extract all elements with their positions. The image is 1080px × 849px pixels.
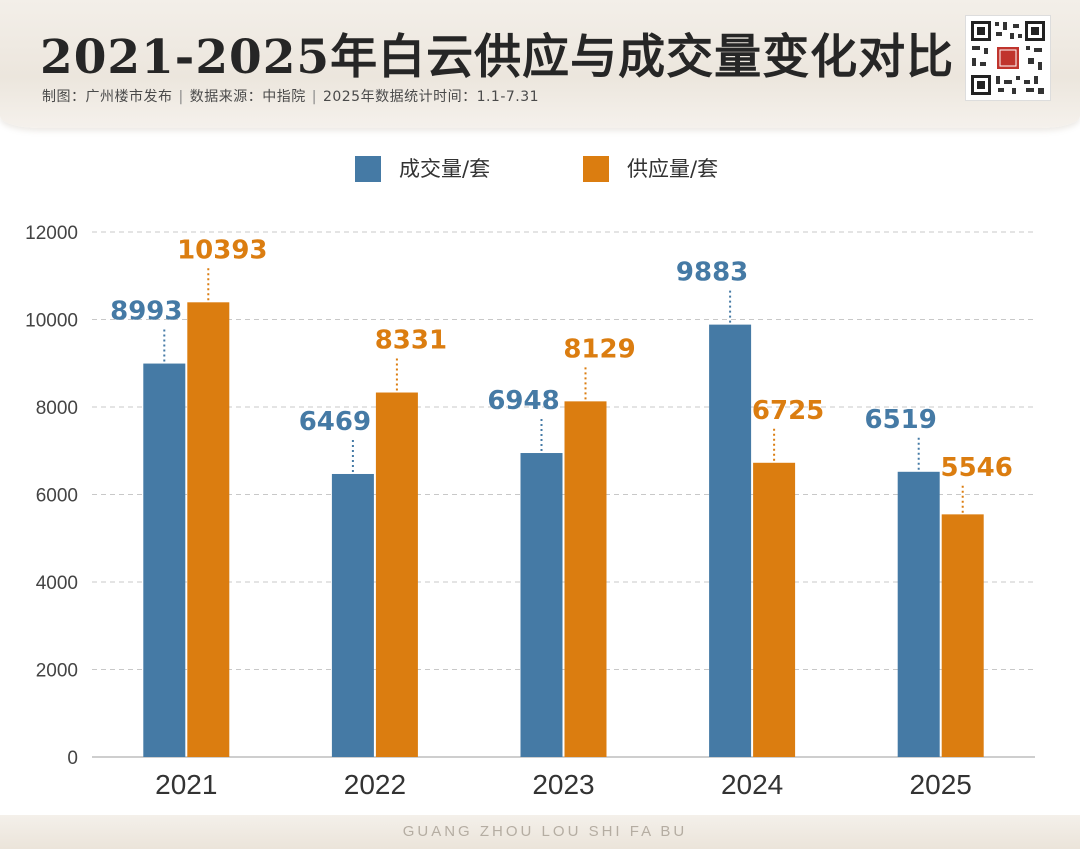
x-tick-label: 2021 [155, 769, 217, 800]
y-tick-label: 12000 [25, 223, 78, 244]
bar-chart: 成交量/套 供应量/套 0 2000 4000 6000 8000 10000 12000 8… [25, 156, 1035, 800]
x-tick-label: 2025 [910, 769, 972, 800]
subtitle-separator: | [311, 89, 317, 105]
legend-swatch [355, 156, 381, 182]
data-label-deal: 6469 [299, 407, 371, 437]
x-axis: 2021 2022 2023 2024 2025 [155, 769, 972, 800]
y-tick-label: 2000 [36, 661, 78, 682]
legend-label: 成交量/套 [399, 157, 490, 181]
bar-deal [143, 363, 186, 757]
data-label-deal: 8993 [110, 297, 182, 327]
legend: 成交量/套 供应量/套 [355, 156, 718, 182]
y-tick-label: 6000 [36, 486, 78, 507]
footer-text: GUANG ZHOU LOU SHI FA BU [402, 823, 688, 840]
subtitle-maker: 制图：广州楼市发布 [42, 89, 173, 105]
legend-label: 供应量/套 [627, 157, 718, 181]
page-title: 2021-2025年白云供应与成交量变化对比 [40, 30, 955, 85]
bars [143, 302, 984, 757]
bar-supply [564, 401, 607, 757]
y-tick-label: 10000 [25, 311, 78, 332]
subtitle-period: 2025年数据统计时间：1.1-7.31 [322, 89, 540, 105]
bar-deal [520, 453, 563, 757]
data-label-supply: 10393 [177, 235, 267, 265]
bar-supply [187, 302, 230, 757]
subtitle-separator: | [178, 89, 184, 105]
data-label-supply: 5546 [941, 453, 1013, 483]
data-label-deal: 9883 [676, 258, 748, 288]
y-axis: 0 2000 4000 6000 8000 10000 12000 [25, 223, 78, 769]
subtitle-source: 数据来源：中指院 [189, 89, 306, 105]
x-tick-label: 2023 [532, 769, 594, 800]
qr-code-icon [966, 16, 1050, 100]
x-tick-label: 2022 [344, 769, 406, 800]
y-tick-label: 4000 [36, 573, 78, 594]
footer: GUANG ZHOU LOU SHI FA BU [0, 815, 1080, 849]
bar-deal [897, 471, 940, 757]
data-label-deal: 6948 [487, 386, 559, 416]
subtitle: 制图：广州楼市发布 | 数据来源：中指院 | 2025年数据统计时间：1.1-7.31 [42, 86, 539, 106]
bar-deal [709, 324, 752, 757]
bar-supply [941, 514, 984, 757]
bar-supply [375, 392, 418, 757]
data-label-deal: 6519 [865, 405, 937, 435]
header-banner: 2021-2025年白云供应与成交量变化对比 制图：广州楼市发布 | 数据来源：中指… [0, 0, 1080, 128]
y-tick-label: 0 [67, 748, 78, 769]
data-label-supply: 8331 [375, 326, 447, 356]
data-label-supply: 6725 [752, 396, 824, 426]
data-label-supply: 8129 [563, 334, 635, 364]
bar-supply [753, 462, 796, 757]
x-tick-label: 2024 [721, 769, 783, 800]
bar-deal [331, 473, 374, 757]
y-tick-label: 8000 [36, 398, 78, 419]
legend-swatch [583, 156, 609, 182]
grid [92, 231, 1035, 758]
